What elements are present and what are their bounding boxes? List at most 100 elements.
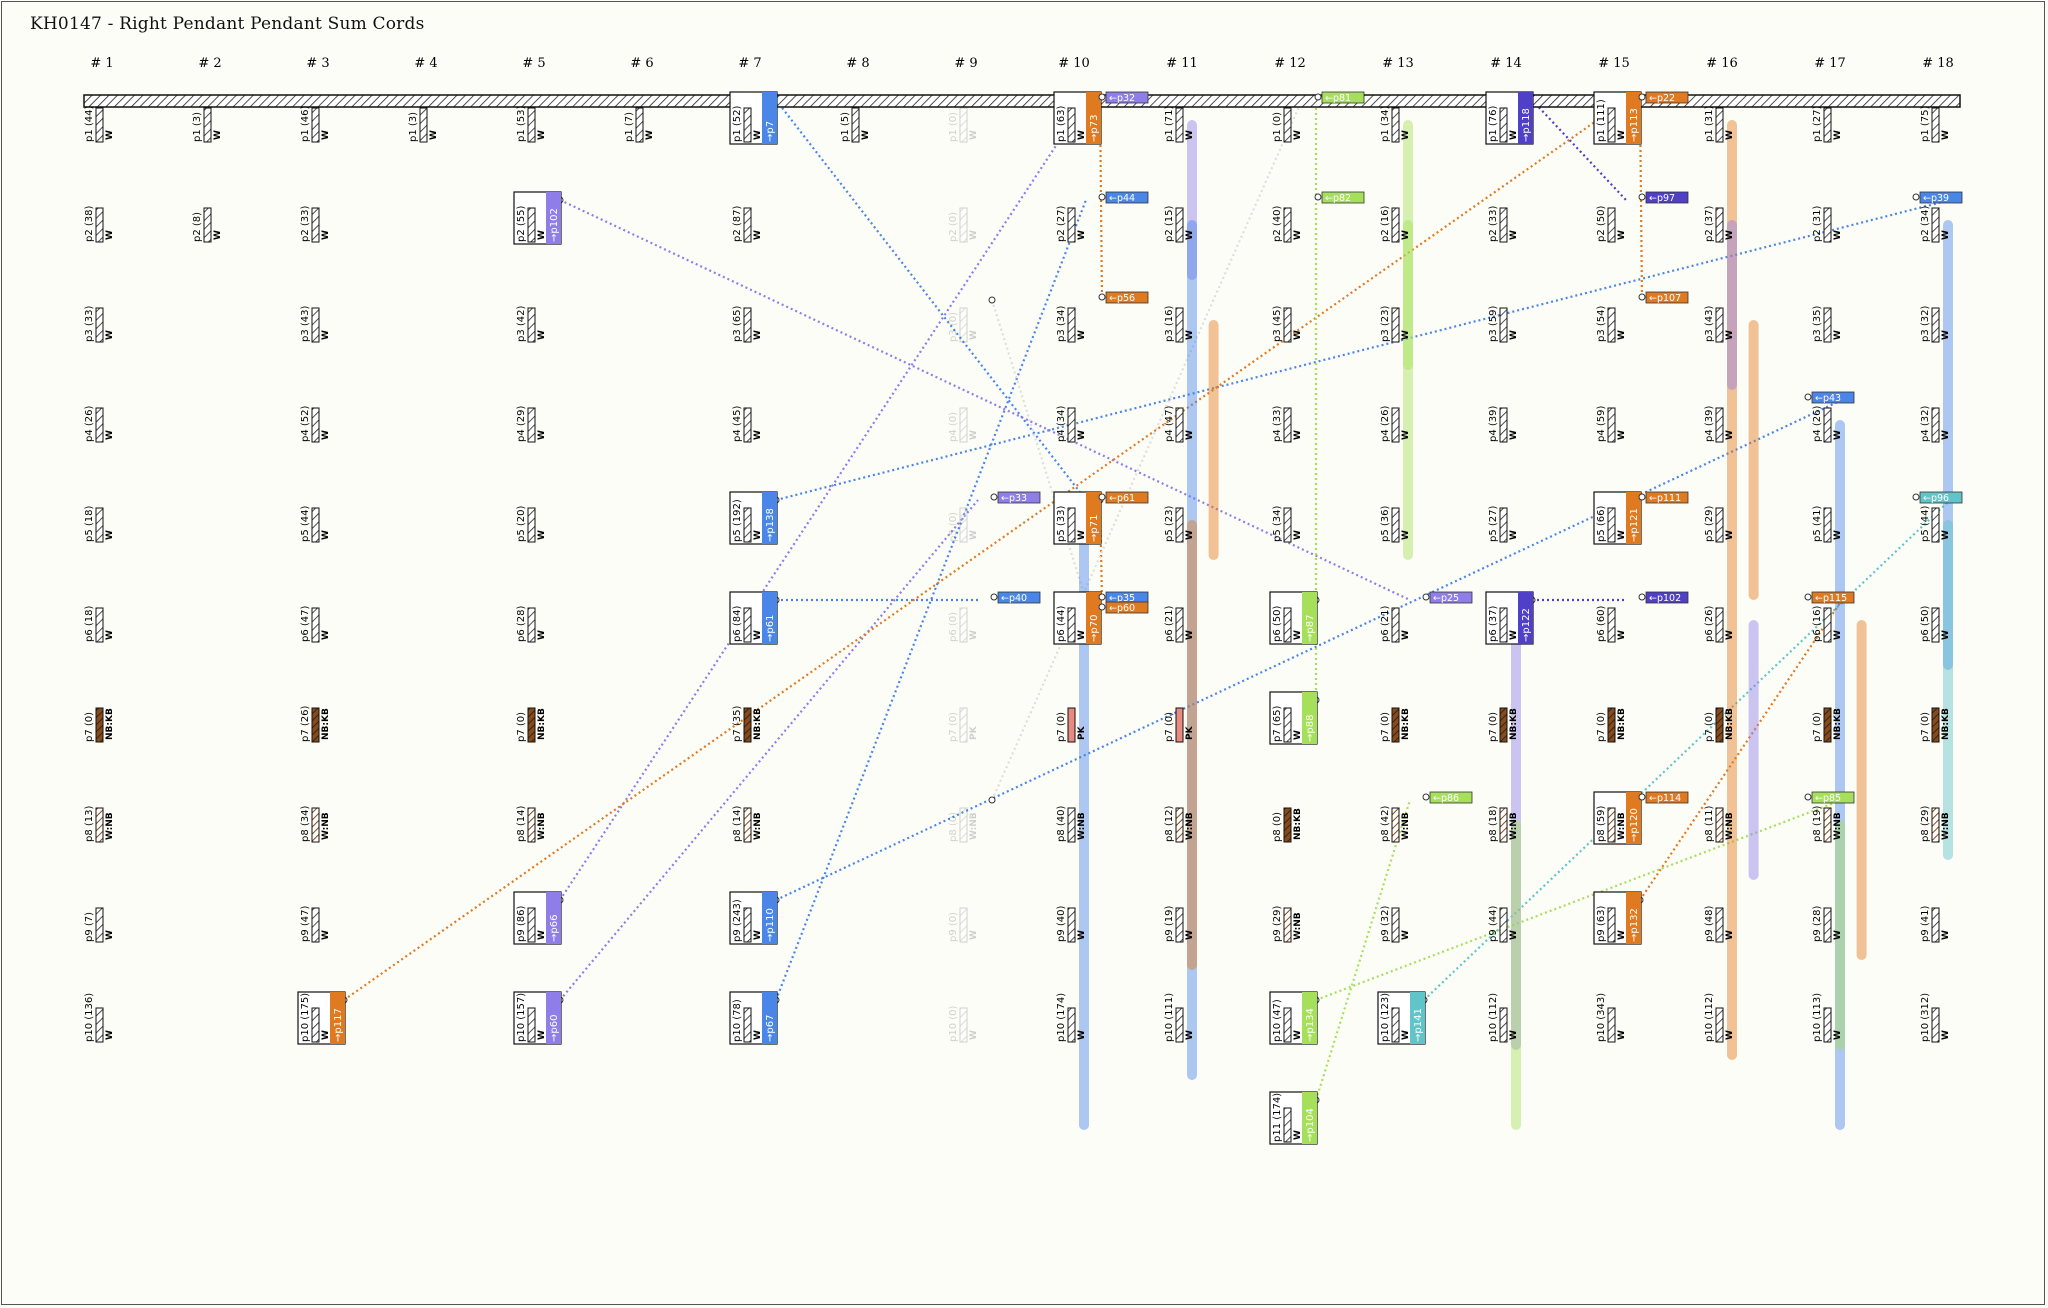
pendant[interactable]: p1 (3) W	[408, 107, 439, 143]
pendant[interactable]: p3 (59) W	[1488, 305, 1519, 343]
pendant[interactable]: p1 (27) W	[1812, 105, 1843, 143]
pendant[interactable]: p6 (16) W	[1812, 605, 1843, 643]
pendant[interactable]: p7 (26) NB:KB	[300, 705, 331, 743]
pendant[interactable]: p2 (31) W	[1812, 205, 1843, 243]
pendant[interactable]: p2 (37) W	[1704, 205, 1735, 243]
pendant[interactable]: →p67 p10 (78) W	[729, 991, 778, 1045]
pendant[interactable]: p4 (26) W	[1380, 405, 1411, 443]
pendant[interactable]: p1 (44) W	[84, 105, 115, 143]
pendant[interactable]: p2 (33) W	[300, 205, 331, 243]
pendant[interactable]: p1 (71) W	[1164, 105, 1195, 143]
pendant[interactable]: →p132 p9 (63) W	[1593, 891, 1642, 945]
pendant[interactable]: p4 (29) W	[516, 405, 547, 443]
pendant[interactable]: p7 (0) NB:KB	[1920, 707, 1951, 743]
pendant[interactable]: p2 (87) W	[732, 205, 763, 243]
pendant[interactable]: p8 (29) W:NB	[1920, 805, 1951, 843]
pendant[interactable]: →p113 p1 (111) W	[1593, 91, 1642, 145]
pendant[interactable]: p10 (111) W	[1164, 993, 1195, 1043]
pendant[interactable]: p6 (26) W	[1704, 605, 1735, 643]
pendant[interactable]: →p134 p10 (47) W	[1269, 991, 1318, 1045]
pendant[interactable]: p8 (34) W:NB	[300, 805, 331, 843]
pendant[interactable]: p6 (28) W	[516, 605, 547, 643]
sum-tag[interactable]: ←p56	[1098, 291, 1149, 304]
pendant[interactable]: →p61 p6 (84) W	[729, 591, 778, 645]
pendant[interactable]: p9 (29) W:NB	[1272, 905, 1303, 943]
pendant[interactable]: p7 (0) PK	[1056, 707, 1087, 743]
pendant[interactable]: p3 (43) W	[300, 305, 331, 343]
sum-tag[interactable]: ←p33	[990, 491, 1041, 504]
pendant[interactable]: p1 (53) W	[516, 105, 547, 143]
pendant[interactable]: p2 (16) W	[1380, 205, 1411, 243]
pendant[interactable]: p9 (47) W	[300, 905, 331, 943]
pendant[interactable]: p9 (28) W	[1812, 905, 1843, 943]
pendant[interactable]: p5 (23) W	[1164, 505, 1195, 543]
pendant[interactable]: p1 (31) W	[1704, 105, 1735, 143]
pendant[interactable]: →p110 p9 (243) W	[729, 891, 778, 945]
pendant[interactable]: p7 (0) NB:KB	[1812, 707, 1843, 743]
pendant[interactable]: p4 (26) W	[1812, 405, 1843, 443]
pendant[interactable]: p2 (40) W	[1272, 205, 1303, 243]
pendant[interactable]: →p71 p5 (33) W	[1053, 491, 1102, 545]
sum-tag[interactable]: ←p61	[1098, 491, 1149, 504]
sum-tag[interactable]: ←p97	[1638, 191, 1689, 204]
pendant[interactable]: p5 (36) W	[1380, 505, 1411, 543]
pendant[interactable]: →p141 p10 (123) W	[1377, 991, 1426, 1045]
pendant[interactable]: p2 (15) W	[1164, 205, 1195, 243]
pendant[interactable]: →p102 p2 (55) W	[513, 191, 562, 245]
sum-tag[interactable]: ←p81	[1314, 91, 1365, 104]
sum-tag[interactable]: ←p25	[1422, 591, 1473, 604]
pendant[interactable]: p6 (50) W	[1920, 605, 1951, 643]
pendant[interactable]: p5 (44) W	[300, 505, 331, 543]
sum-tag[interactable]: ←p85	[1804, 791, 1855, 804]
pendant[interactable]: p4 (59) W	[1596, 405, 1627, 443]
pendant[interactable]: →p120 p8 (59) W:NB	[1593, 791, 1642, 845]
pendant[interactable]: p8 (18) W:NB	[1488, 805, 1519, 843]
pendant[interactable]: p1 (46) W	[300, 105, 331, 143]
pendant[interactable]: p4 (39) W	[1704, 405, 1735, 443]
sum-tag[interactable]: ←p102	[1638, 591, 1689, 604]
pendant[interactable]: p2 (33) W	[1488, 205, 1519, 243]
pendant[interactable]: p10 (113) W	[1812, 993, 1843, 1043]
pendant[interactable]: p8 (42) W:NB	[1380, 805, 1411, 843]
pendant[interactable]: →p138 p5 (192) W	[729, 491, 778, 545]
pendant[interactable]: p7 (0) NB:KB	[1488, 707, 1519, 743]
pendant[interactable]: p3 (32) W	[1920, 305, 1951, 343]
pendant[interactable]: p8 (0) NB:KB	[1272, 807, 1303, 843]
pendant[interactable]: p10 (112) W	[1488, 993, 1519, 1043]
pendant[interactable]: p5 (41) W	[1812, 505, 1843, 543]
pendant[interactable]: p1 (75) W	[1920, 105, 1951, 143]
pendant[interactable]: p9 (19) W	[1164, 905, 1195, 943]
pendant[interactable]: p7 (0) NB:KB	[1704, 707, 1735, 743]
pendant[interactable]: p8 (13) W:NB	[84, 805, 115, 843]
pendant[interactable]: p4 (0) W	[948, 407, 979, 443]
pendant[interactable]: p10 (174) W	[1056, 993, 1087, 1043]
pendant[interactable]: p4 (26) W	[84, 405, 115, 443]
pendant[interactable]: p9 (44) W	[1488, 905, 1519, 943]
sum-tag[interactable]: ←p32	[1098, 91, 1149, 104]
pendant[interactable]: p8 (19) W:NB	[1812, 805, 1843, 843]
pendant[interactable]: p1 (5) W	[840, 107, 871, 143]
pendant[interactable]: p3 (16) W	[1164, 305, 1195, 343]
pendant[interactable]: p7 (0) NB:KB	[1380, 707, 1411, 743]
pendant[interactable]: p3 (42) W	[516, 305, 547, 343]
sum-tag[interactable]: ←p107	[1638, 291, 1689, 304]
pendant[interactable]: p5 (27) W	[1488, 505, 1519, 543]
pendant[interactable]: p3 (45) W	[1272, 305, 1303, 343]
pendant[interactable]: p9 (32) W	[1380, 905, 1411, 943]
pendant[interactable]: p6 (47) W	[300, 605, 331, 643]
pendant[interactable]: p8 (0) W:NB	[948, 807, 979, 843]
pendant[interactable]: p5 (0) W	[948, 507, 979, 543]
sum-tag[interactable]: ←p40	[990, 591, 1041, 604]
pendant[interactable]: p4 (52) W	[300, 405, 331, 443]
sum-tag[interactable]: ←p82	[1314, 191, 1365, 204]
pendant[interactable]: p5 (34) W	[1272, 505, 1303, 543]
pendant[interactable]: →p118 p1 (76) W	[1485, 91, 1534, 145]
pendant[interactable]: →p87 p6 (50) W	[1269, 591, 1318, 645]
pendant[interactable]: p8 (40) W:NB	[1056, 805, 1087, 843]
pendant[interactable]: p9 (7) W	[84, 907, 115, 943]
pendant[interactable]: p3 (65) W	[732, 305, 763, 343]
pendant[interactable]: p3 (33) W	[84, 305, 115, 343]
sum-tag[interactable]: ←p60	[1098, 601, 1149, 614]
pendant[interactable]: →p104 p11 (174) W	[1269, 1091, 1318, 1145]
sum-tag[interactable]: ←p86	[1422, 791, 1473, 804]
